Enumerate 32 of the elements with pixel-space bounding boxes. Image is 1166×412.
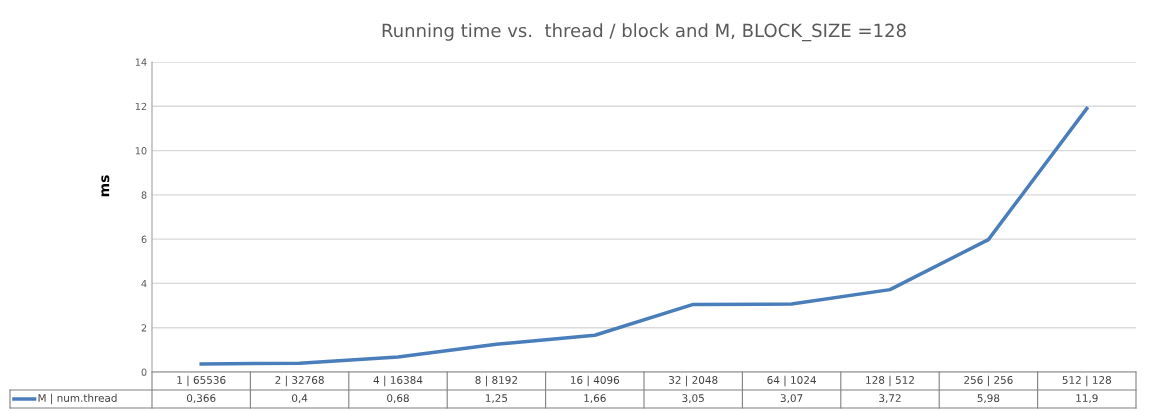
data-label: 0,366 bbox=[186, 394, 216, 404]
x-tick-label: 32 | 2048 bbox=[669, 375, 718, 387]
x-tick-label: 256 | 256 bbox=[964, 375, 1013, 387]
data-label: 11,9 bbox=[1076, 394, 1098, 404]
x-tick-label: 512 | 128 bbox=[1062, 375, 1112, 387]
legend-label: M | num.thread bbox=[38, 393, 117, 405]
y-tick-label: 12 bbox=[135, 102, 147, 110]
data-label: 0,4 bbox=[292, 394, 308, 404]
data-label: 1,66 bbox=[584, 394, 606, 404]
data-label: 5,98 bbox=[977, 394, 1000, 404]
x-tick-label: 4 | 16384 bbox=[373, 375, 423, 387]
x-tick-label: 16 | 4096 bbox=[571, 375, 620, 387]
data-label: 3,07 bbox=[780, 394, 803, 404]
x-tick-label: 128 | 512 bbox=[866, 375, 914, 387]
data-label: 3,72 bbox=[879, 394, 901, 404]
y-tick-label: 0 bbox=[141, 368, 147, 376]
x-tick-label: 2 | 32768 bbox=[275, 375, 324, 387]
y-axis-title: ms bbox=[101, 175, 110, 197]
data-label: 1,25 bbox=[485, 394, 508, 404]
y-tick-label: 8 bbox=[141, 191, 147, 199]
x-tick-label: 8 | 8192 bbox=[475, 375, 517, 387]
x-tick-label: 64 | 1024 bbox=[767, 375, 816, 387]
line-series bbox=[199, 106, 1089, 366]
y-tick-label: 10 bbox=[135, 147, 147, 155]
data-label: 3,05 bbox=[682, 394, 704, 404]
y-tick-label: 4 bbox=[141, 280, 147, 288]
data-label: 0,68 bbox=[387, 394, 409, 404]
chart-title: Running time vs. thread / block and M, BLOCK_SIZE =128 bbox=[382, 23, 906, 42]
y-tick-label: 14 bbox=[135, 58, 147, 66]
y-tick-label: 2 bbox=[141, 324, 147, 332]
y-tick-label: 6 bbox=[141, 235, 147, 243]
x-tick-label: 1 | 65536 bbox=[177, 375, 226, 387]
